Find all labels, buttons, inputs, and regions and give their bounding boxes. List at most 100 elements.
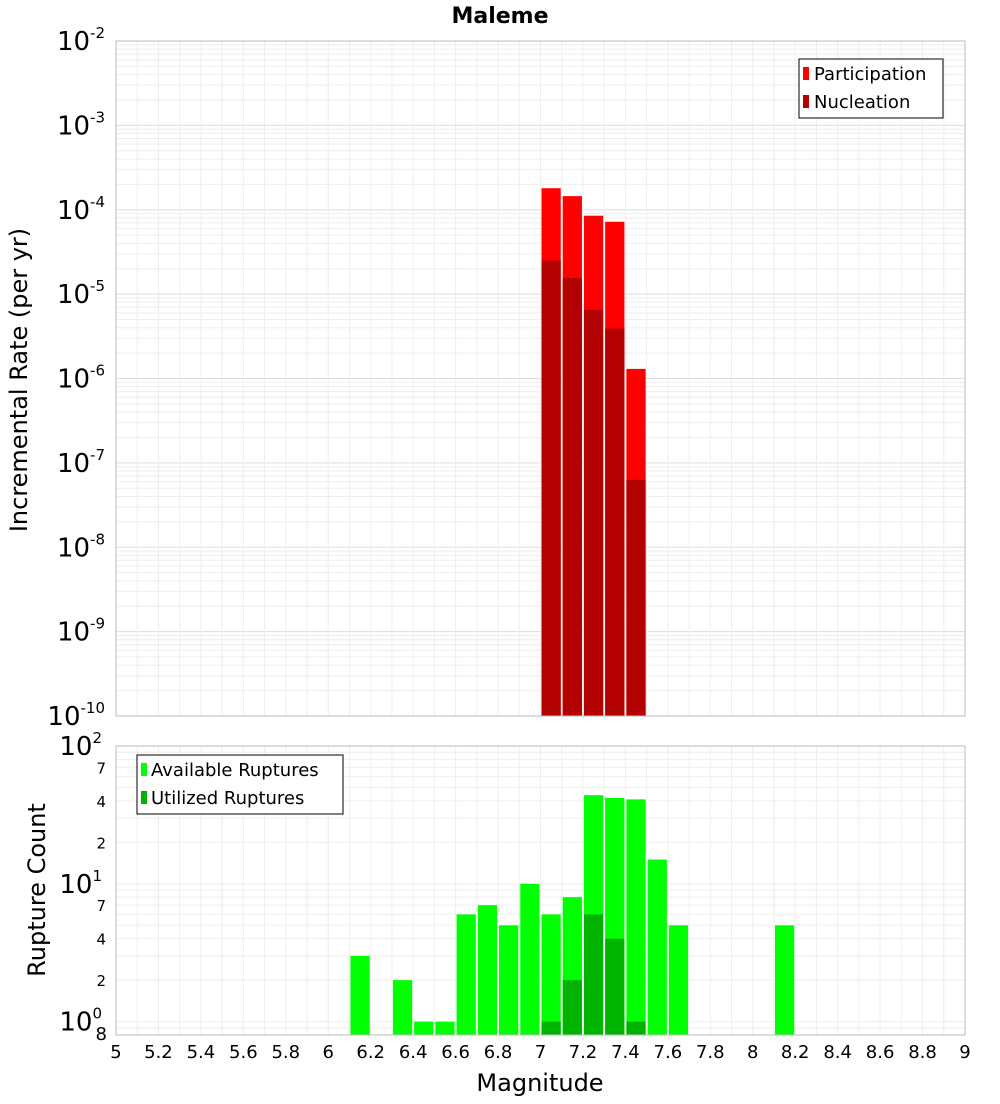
x-tick-label: 7.4	[611, 1042, 640, 1063]
legend-nucleation-label: Nucleation	[814, 92, 910, 113]
tick-base: 10	[57, 27, 90, 57]
top-y-tick-label: 10-4	[57, 193, 105, 226]
bottom-bar-available	[668, 925, 689, 1035]
bottom-bar-available	[414, 1021, 434, 1035]
x-tick-label: 5.8	[271, 1042, 300, 1063]
x-tick-label: 6.2	[356, 1042, 385, 1063]
x-tick-label: 9	[959, 1042, 970, 1063]
tick-base: 10	[57, 533, 90, 563]
x-tick-label: 8.2	[781, 1042, 810, 1063]
bottom-legend: Available Ruptures Utilized Ruptures	[136, 754, 344, 815]
tick-base: 10	[57, 618, 90, 648]
top-legend: Participation Nucleation	[798, 58, 944, 119]
tick-exponent: -6	[90, 362, 105, 380]
legend-available-swatch	[141, 763, 147, 776]
bottom-bar-utilized	[626, 1021, 646, 1035]
bottom-x-ticks: 5 5.2 5.4 5.6 5.8 6 6.2 6.4 6.6 6.8 7 7.2 7.4 7.6 7.8 8…	[110, 1042, 970, 1063]
bottom-bar-available	[626, 799, 646, 1035]
x-tick-label: 8.4	[823, 1042, 852, 1063]
tick-base: 10	[57, 111, 90, 141]
bottom-y-minor-label: 2	[96, 972, 106, 990]
x-tick-label: 6	[323, 1042, 334, 1063]
legend-participation-label: Participation	[814, 64, 926, 85]
x-tick-label: 8	[747, 1042, 758, 1063]
top-bars	[541, 188, 646, 717]
x-tick-label: 5	[110, 1042, 121, 1063]
tick-exponent: -4	[90, 193, 105, 211]
x-tick-label: 6.8	[484, 1042, 513, 1063]
top-bar-nucleation	[562, 278, 582, 716]
bottom-bar-available	[647, 859, 667, 1035]
bottom-bar-available	[520, 883, 540, 1035]
bottom-y-minor-label: 4	[96, 793, 106, 811]
legend-participation-swatch	[803, 67, 809, 80]
top-bar-nucleation	[541, 260, 561, 716]
bottom-y-minor-label: 7	[96, 897, 106, 915]
top-y-tick-label: 10-9	[57, 615, 105, 648]
tick-exponent: -3	[90, 108, 105, 126]
x-tick-label: 7.8	[696, 1042, 725, 1063]
bottom-y-major-label: 101	[59, 867, 102, 900]
x-tick-label: 6.6	[441, 1042, 470, 1063]
legend-utilized-label: Utilized Ruptures	[151, 788, 304, 809]
bottom-legend-box	[136, 754, 344, 815]
tick-exponent: -5	[90, 277, 105, 295]
bottom-bar-available	[392, 980, 413, 1035]
x-tick-label: 7	[535, 1042, 546, 1063]
tick-base: 10	[57, 280, 90, 310]
top-y-tick-label: 10-3	[57, 108, 105, 141]
top-plot-frame	[115, 40, 966, 717]
tick-exponent: -2	[90, 24, 105, 42]
x-tick-label: 7.2	[569, 1042, 598, 1063]
top-y-tick-label: 10-8	[57, 530, 105, 563]
bottom-x-axis-label: Magnitude	[476, 1069, 603, 1097]
bottom-y-minor-label: 4	[96, 931, 106, 949]
top-y-tick-label: 10-6	[57, 362, 105, 395]
bottom-bar-available	[477, 905, 498, 1035]
legend-available-label: Available Ruptures	[151, 760, 319, 781]
bottom-plot-frame	[115, 745, 966, 1036]
bottom-bar-available	[774, 925, 795, 1035]
bottom-bar-utilized	[583, 914, 604, 1035]
bottom-y-axis-label: Rupture Count	[23, 803, 51, 977]
x-tick-label: 5.6	[229, 1042, 258, 1063]
top-y-ticks: 10-210-310-410-510-610-710-810-910-10	[47, 24, 105, 732]
bottom-bar-available	[350, 955, 370, 1035]
tick-exponent: 1	[92, 867, 102, 885]
top-y-tick-label: 10-10	[47, 699, 105, 732]
bottom-y-minor-label: 2	[96, 834, 106, 852]
chart-title: Maleme	[451, 4, 548, 29]
legend-utilized-swatch	[141, 791, 147, 804]
tick-base: 10	[59, 870, 92, 900]
x-tick-label: 6.4	[399, 1042, 428, 1063]
top-bar-nucleation	[583, 309, 604, 716]
tick-base: 10	[57, 196, 90, 226]
bottom-bar-utilized	[562, 980, 582, 1035]
bottom-y-major-label: 102	[59, 729, 102, 762]
bottom-y-minor-label: 8	[96, 1024, 107, 1045]
top-legend-box	[798, 58, 944, 119]
x-tick-label: 7.6	[654, 1042, 683, 1063]
tick-base: 10	[59, 732, 92, 762]
bottom-bar-available	[499, 925, 519, 1035]
top-bar-nucleation	[626, 479, 646, 716]
bottom-y-major-label: 100	[59, 1005, 102, 1038]
tick-base: 10	[57, 449, 90, 479]
top-grid	[115, 41, 966, 717]
tick-base: 10	[57, 365, 90, 395]
top-y-tick-label: 10-7	[57, 446, 105, 479]
top-y-tick-label: 10-5	[57, 277, 105, 310]
bottom-bar-available	[435, 1021, 455, 1035]
x-tick-label: 5.4	[187, 1042, 216, 1063]
bottom-bar-available	[456, 914, 476, 1035]
top-bar-nucleation	[605, 328, 625, 716]
tick-exponent: 0	[92, 1005, 102, 1023]
legend-nucleation-swatch	[803, 95, 809, 108]
x-tick-label: 8.8	[908, 1042, 937, 1063]
tick-base: 10	[47, 702, 80, 732]
x-tick-label: 5.2	[144, 1042, 173, 1063]
tick-exponent: -10	[81, 699, 106, 717]
